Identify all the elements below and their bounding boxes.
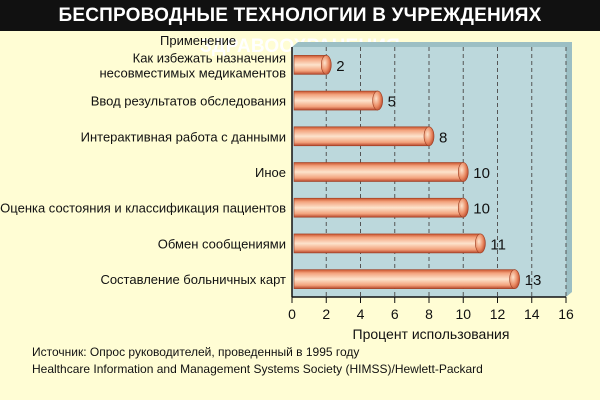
bar-cap (423, 126, 435, 147)
bar-cap (475, 233, 486, 254)
x-tick-label: 2 (322, 306, 330, 322)
bar-chart: Применение 0 2 4 6 8 10 12 14 16 Процент использов… (0, 33, 574, 342)
category-axis-title: Применение (160, 33, 236, 48)
bar (293, 126, 430, 147)
bar-value-label: 2 (336, 58, 344, 75)
x-tick-label: 12 (490, 306, 506, 322)
category-label: несовместимых медикаментов (99, 65, 286, 80)
category-label: Обмен сообщениями (158, 236, 286, 251)
bar (293, 233, 481, 254)
x-tick-label: 6 (391, 306, 399, 322)
category-label: Составление больничных карт (100, 272, 286, 287)
bar-value-label: 10 (473, 201, 490, 218)
bar (293, 162, 464, 182)
x-tick-label: 4 (357, 306, 365, 322)
category-label: Оценка состояния и классификация пациент… (0, 201, 286, 216)
bar-cap (457, 162, 469, 182)
category-label: Как избежать назначения (133, 50, 286, 65)
bar (293, 269, 515, 289)
bar-cap (372, 90, 383, 111)
bar-cap (457, 197, 469, 218)
bar (293, 90, 378, 111)
bar-cap (320, 55, 332, 75)
x-tick-label: 16 (558, 306, 574, 322)
x-tick-label: 14 (524, 306, 540, 322)
bar-value-label: 13 (525, 272, 542, 289)
category-label: Иное (255, 165, 286, 180)
x-tick-label: 0 (288, 306, 296, 322)
category-label: Ввод результатов обследования (91, 94, 286, 109)
chart-title: БЕСПРОВОДНЫЕ ТЕХНОЛОГИИ В УЧРЕЖДЕНИЯХ ЗД… (0, 0, 600, 57)
x-tick-label: 10 (455, 306, 471, 322)
x-tick-label: 8 (425, 306, 433, 322)
bar-value-label: 5 (388, 94, 396, 111)
x-axis-title: Процент использования (353, 326, 510, 342)
bar-cap (509, 269, 520, 289)
source-line-1: Источник: Опрос руководителей, проведенн… (32, 345, 360, 359)
bar-value-label: 11 (490, 236, 506, 253)
bar-value-label: 10 (473, 165, 490, 182)
category-label: Интерактивная работа с данными (81, 129, 286, 144)
bar-value-label: 8 (439, 129, 447, 146)
source-line-2: Healthcare Information and Management Sy… (32, 362, 483, 376)
bar (293, 197, 464, 218)
